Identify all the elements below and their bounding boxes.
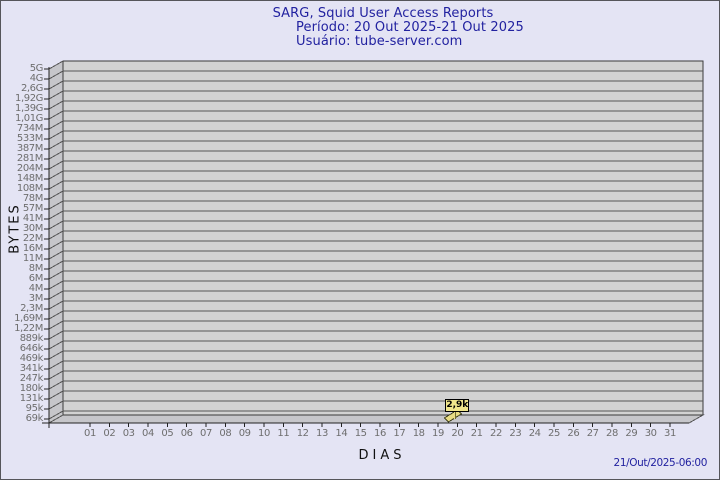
y-tick-label: 5G [29, 63, 44, 74]
y-axis-title: BYTES [7, 203, 23, 254]
x-tick-label: 10 [258, 428, 270, 439]
x-tick-label: 23 [509, 428, 522, 439]
x-tick-label: 05 [161, 428, 174, 439]
x-tick-label: 29 [625, 428, 638, 439]
x-tick-label: 16 [374, 428, 386, 439]
y-tick-label: 341k [19, 363, 44, 374]
y-tick-label: 69k [25, 413, 44, 424]
y-tick-label: 41M [22, 213, 44, 224]
x-tick-label: 24 [528, 428, 541, 439]
y-tick-label: 22M [22, 233, 44, 244]
x-tick-label: 28 [606, 428, 618, 439]
x-tick-label: 08 [219, 428, 232, 439]
y-tick-label: 131k [19, 393, 44, 404]
y-tick-label: 57M [22, 203, 44, 214]
y-tick-label: 108M [16, 183, 44, 194]
y-tick-label: 6M [28, 273, 44, 284]
x-tick-label: 17 [393, 428, 406, 439]
y-tick-label: 889k [19, 333, 44, 344]
x-tick-label: 20 [451, 428, 464, 439]
x-tick-label: 03 [122, 428, 135, 439]
y-tick-label: 4G [29, 73, 44, 84]
y-tick-label: 30M [22, 223, 44, 234]
x-tick-label: 18 [412, 428, 425, 439]
x-tick-label: 15 [354, 428, 367, 439]
y-tick-label: 1,22M [14, 323, 43, 334]
y-tick-label: 11M [22, 253, 44, 264]
y-tick-label: 1,01G [14, 113, 43, 124]
y-tick-label: 247k [19, 373, 44, 384]
plot-area [62, 60, 704, 416]
y-tick-label: 387M [16, 143, 44, 154]
y-tick-label: 646k [19, 343, 44, 354]
x-tick-label: 13 [316, 428, 328, 439]
y-tick-label: 2,6G [20, 83, 43, 94]
x-axis-title: DIAS [358, 448, 406, 463]
y-tick-label: 469k [19, 353, 44, 364]
chart-title: SARG, Squid User Access Reports [272, 6, 494, 21]
y-tick-label: 148M [16, 173, 44, 184]
y-tick-label: 281M [16, 153, 44, 164]
y-tick-label: 533M [16, 133, 44, 144]
x-tick-label: 07 [200, 428, 212, 439]
x-tick-label: 26 [567, 428, 580, 439]
x-tick-label: 25 [548, 428, 560, 439]
y-tick-label: 1,92G [14, 93, 43, 104]
x-tick-label: 14 [335, 428, 348, 439]
y-tick-label: 2,3M [20, 303, 43, 314]
plot-floor [47, 414, 705, 424]
data-point-bar [443, 409, 463, 423]
y-tick-label: 16M [22, 243, 44, 254]
y-tick-label: 1,39G [14, 103, 43, 114]
chart-period-subtitle: Período: 20 Out 2025-21 Out 2025 [296, 20, 524, 35]
x-tick-label: 01 [84, 428, 96, 439]
chart-user-subtitle: Usuário: tube-server.com [296, 34, 463, 49]
x-tick-label: 04 [142, 428, 154, 439]
y-tick-label: 204M [16, 163, 44, 174]
generation-timestamp: 21/Out/2025-06:00 [613, 457, 708, 469]
y-tick-label: 4M [28, 283, 44, 294]
y-tick-label: 734M [16, 123, 44, 134]
x-tick-label: 11 [277, 428, 290, 439]
x-tick-label: 21 [470, 428, 483, 439]
y-tick-label: 78M [22, 193, 44, 204]
y-tick-label: 180k [19, 383, 44, 394]
x-tick-label: 06 [180, 428, 193, 439]
x-tick-label: 30 [644, 428, 657, 439]
y-tick-label: 3M [28, 293, 44, 304]
data-point-value-label: 2,9k [445, 399, 470, 412]
x-tick-label: 22 [490, 428, 502, 439]
x-tick-label: 31 [664, 428, 676, 439]
x-tick-label: 19 [432, 428, 444, 439]
x-tick-label: 12 [296, 428, 309, 439]
x-tick-label: 27 [586, 428, 599, 439]
y-tick-label: 1,69M [14, 313, 43, 324]
x-tick-label: 09 [238, 428, 251, 439]
y-tick-label: 8M [28, 263, 44, 274]
y-tick-label: 95k [25, 403, 44, 414]
x-tick-label: 02 [103, 428, 116, 439]
